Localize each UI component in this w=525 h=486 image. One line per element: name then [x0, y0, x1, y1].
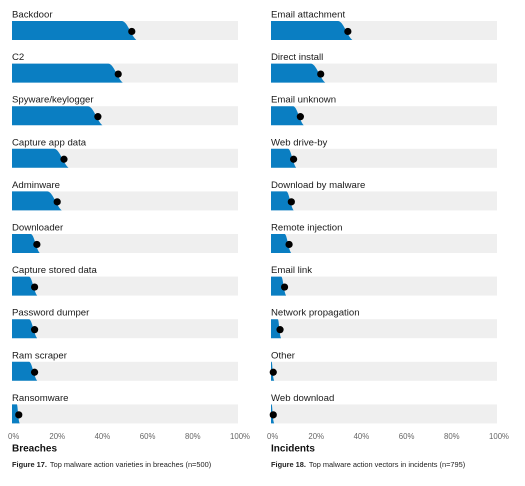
bar-download-by-malware [271, 191, 294, 211]
bar-remote-injection [271, 234, 292, 253]
category-label-capture-app-data: Capture app data [12, 137, 87, 148]
bar-track-ram-scraper [12, 361, 238, 381]
bar-track-web-drive-by [271, 148, 497, 168]
bar-track-password-dumper [12, 319, 238, 339]
x-tick-80pct: 80% [444, 432, 460, 441]
breaches-chart: Backdoor C2 Spyware/keylogger Capture app d… [8, 10, 250, 469]
bar-track-web-download [271, 404, 497, 424]
bar-track-downloader [12, 234, 238, 253]
bar-track-email-unknown [271, 106, 497, 126]
category-label-web-download: Web download [271, 393, 334, 404]
value-dot-ransomware [15, 411, 23, 419]
category-label-backdoor: Backdoor [12, 10, 53, 21]
x-tick-20pct: 20% [49, 432, 65, 441]
value-dot-capture-stored-data [30, 283, 39, 291]
value-dot-remote-injection [285, 240, 293, 249]
value-dot-capture-app-data [60, 155, 68, 163]
x-tick-100pct: 100% [230, 432, 250, 441]
value-dot-network-propagation [276, 326, 284, 334]
bar-c2 [12, 63, 123, 83]
category-label-direct-install: Direct install [271, 52, 323, 63]
x-tick-60pct: 60% [140, 432, 156, 441]
breaches-panel: Backdoor C2 Spyware/keylogger Capture app d… [0, 0, 262, 486]
bar-web-drive-by [271, 148, 297, 168]
figure-caption: Figure 17. Top malware action varieties i… [12, 460, 211, 469]
x-tick-0pct: 0% [267, 432, 278, 441]
x-tick-0pct: 0% [8, 432, 19, 441]
value-dot-email-attachment [344, 27, 352, 36]
figure-caption: Figure 18. Top malware action vectors in … [271, 460, 465, 469]
category-label-spyware-keylogger: Spyware/keylogger [12, 95, 94, 106]
bar-track-network-propagation [271, 319, 497, 339]
category-label-network-propagation: Network propagation [271, 308, 360, 319]
x-tick-80pct: 80% [185, 432, 201, 441]
category-label-web-drive-by: Web drive-by [271, 137, 328, 148]
category-label-downloader: Downloader [12, 223, 64, 234]
figure-caption-text: Top malware action vectors in incidents … [309, 460, 465, 469]
bar-network-propagation [271, 319, 282, 339]
bar-downloader [12, 234, 40, 253]
incidents-chart: Email attachment Direct install Email unkn… [267, 10, 509, 469]
figure-caption-text: Top malware action varieties in breaches… [50, 460, 211, 469]
category-label-ram-scraper: Ram scraper [12, 350, 68, 361]
x-tick-40pct: 40% [354, 432, 370, 441]
category-label-email-attachment: Email attachment [271, 10, 345, 21]
bar-email-link [271, 276, 287, 296]
category-label-download-by-malware: Download by malware [271, 180, 365, 191]
bar-track-adminware [12, 191, 238, 211]
x-tick-40pct: 40% [95, 432, 111, 441]
category-label-password-dumper: Password dumper [12, 308, 90, 319]
category-label-ransomware: Ransomware [12, 393, 69, 404]
bar-track-email-link [271, 276, 497, 296]
value-dot-backdoor [128, 27, 136, 36]
value-dot-direct-install [317, 70, 325, 78]
bar-track-ransomware [12, 404, 238, 424]
x-tick-20pct: 20% [308, 432, 324, 441]
value-dot-web-drive-by [290, 155, 298, 163]
bar-spyware-keylogger [12, 106, 103, 126]
category-label-email-link: Email link [271, 265, 312, 276]
bar-capture-stored-data [12, 276, 38, 296]
bar-track-remote-injection [271, 234, 497, 253]
value-dot-spyware-keylogger [94, 113, 102, 121]
figure-number: Figure 17. [12, 460, 47, 469]
category-label-other: Other [271, 350, 296, 361]
value-dot-other [269, 368, 277, 376]
bar-email-attachment [271, 21, 353, 40]
value-dot-password-dumper [30, 326, 39, 334]
bar-track-download-by-malware [271, 191, 497, 211]
value-dot-download-by-malware [287, 198, 295, 206]
value-dot-c2 [114, 70, 122, 78]
bar-track-capture-app-data [12, 148, 238, 168]
value-dot-adminware [53, 198, 61, 206]
bar-ram-scraper [12, 361, 38, 381]
panel-title: Breaches [12, 444, 57, 455]
bar-track-other [271, 361, 497, 381]
bar-direct-install [271, 63, 326, 83]
figure-number: Figure 18. [271, 460, 306, 469]
category-label-adminware: Adminware [12, 180, 60, 191]
x-tick-100pct: 100% [489, 432, 509, 441]
value-dot-email-unknown [296, 113, 304, 121]
bar-track-capture-stored-data [12, 276, 238, 296]
value-dot-downloader [33, 240, 41, 249]
bar-track-direct-install [271, 63, 497, 83]
category-label-capture-stored-data: Capture stored data [12, 265, 97, 276]
bar-capture-app-data [12, 148, 69, 168]
value-dot-ram-scraper [30, 368, 39, 376]
bar-adminware [12, 191, 62, 211]
category-label-remote-injection: Remote injection [271, 223, 342, 234]
value-dot-web-download [269, 411, 277, 419]
bar-password-dumper [12, 319, 38, 339]
category-label-c2: C2 [12, 52, 24, 63]
value-dot-email-link [280, 283, 289, 291]
bar-backdoor [12, 21, 137, 40]
panel-title: Incidents [271, 444, 315, 455]
bar-email-unknown [271, 106, 304, 126]
incidents-panel: Email attachment Direct install Email unkn… [259, 0, 521, 486]
category-label-email-unknown: Email unknown [271, 95, 336, 106]
x-tick-60pct: 60% [399, 432, 415, 441]
